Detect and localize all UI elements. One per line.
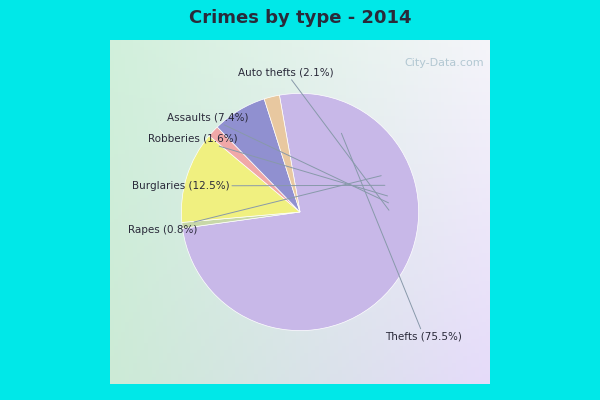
- Wedge shape: [209, 127, 300, 212]
- Text: Assaults (7.4%): Assaults (7.4%): [167, 112, 388, 203]
- Wedge shape: [264, 95, 300, 212]
- Text: Auto thefts (2.1%): Auto thefts (2.1%): [238, 67, 389, 210]
- Text: Robberies (1.6%): Robberies (1.6%): [148, 134, 388, 196]
- Text: City-Data.com: City-Data.com: [404, 58, 484, 68]
- Text: Burglaries (12.5%): Burglaries (12.5%): [131, 181, 385, 191]
- Wedge shape: [182, 93, 419, 331]
- Wedge shape: [181, 136, 300, 222]
- Text: Thefts (75.5%): Thefts (75.5%): [341, 133, 462, 342]
- Wedge shape: [217, 99, 300, 212]
- Text: Rapes (0.8%): Rapes (0.8%): [128, 176, 381, 235]
- Text: Crimes by type - 2014: Crimes by type - 2014: [189, 9, 411, 27]
- Wedge shape: [182, 212, 300, 228]
